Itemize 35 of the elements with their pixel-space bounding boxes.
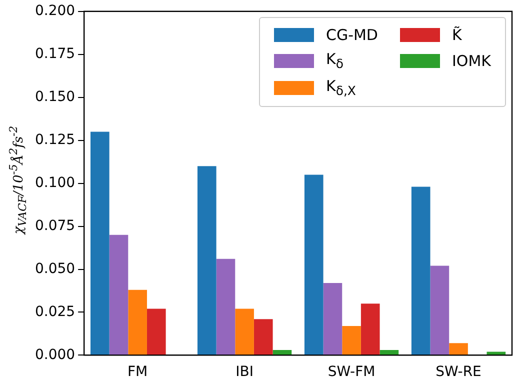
y-tick-label: 0.150	[34, 88, 76, 105]
x-tick-label: IBI	[236, 364, 254, 380]
bar	[342, 326, 361, 355]
y-tick-label: 0.100	[34, 174, 76, 191]
bar	[197, 166, 216, 355]
y-tick-label: 0.000	[34, 346, 76, 363]
x-tick-label: SW-RE	[436, 364, 482, 380]
y-tick-label: 0.125	[34, 132, 76, 148]
bar	[109, 234, 128, 355]
bar	[146, 308, 166, 355]
y-tick-label: 0.075	[34, 218, 76, 234]
bar	[272, 350, 292, 355]
bar	[380, 350, 399, 355]
bar	[411, 186, 430, 355]
legend-label: K$_{δ}$	[326, 50, 344, 72]
legend-label: CG-MD	[326, 26, 378, 44]
bar	[216, 258, 236, 355]
y-tick-label: 0.175	[34, 46, 76, 62]
x-tick-label: SW-FM	[328, 364, 376, 380]
legend-label: IOMK	[452, 52, 491, 70]
bar	[235, 308, 254, 355]
bar	[304, 174, 324, 355]
bar	[90, 132, 110, 355]
bar	[430, 266, 450, 355]
bar	[323, 283, 342, 355]
bar	[449, 343, 468, 355]
y-tick-label: 0.200	[34, 3, 76, 20]
bar	[128, 290, 147, 355]
x-tick-label: FM	[128, 364, 148, 380]
legend-label: K̃	[452, 26, 462, 44]
bar	[254, 319, 273, 355]
y-tick-label: 0.050	[34, 260, 76, 277]
bar	[360, 304, 380, 355]
legend-label: K$_{δ,X}$	[326, 77, 356, 98]
y-tick-label: 0.025	[34, 304, 76, 320]
